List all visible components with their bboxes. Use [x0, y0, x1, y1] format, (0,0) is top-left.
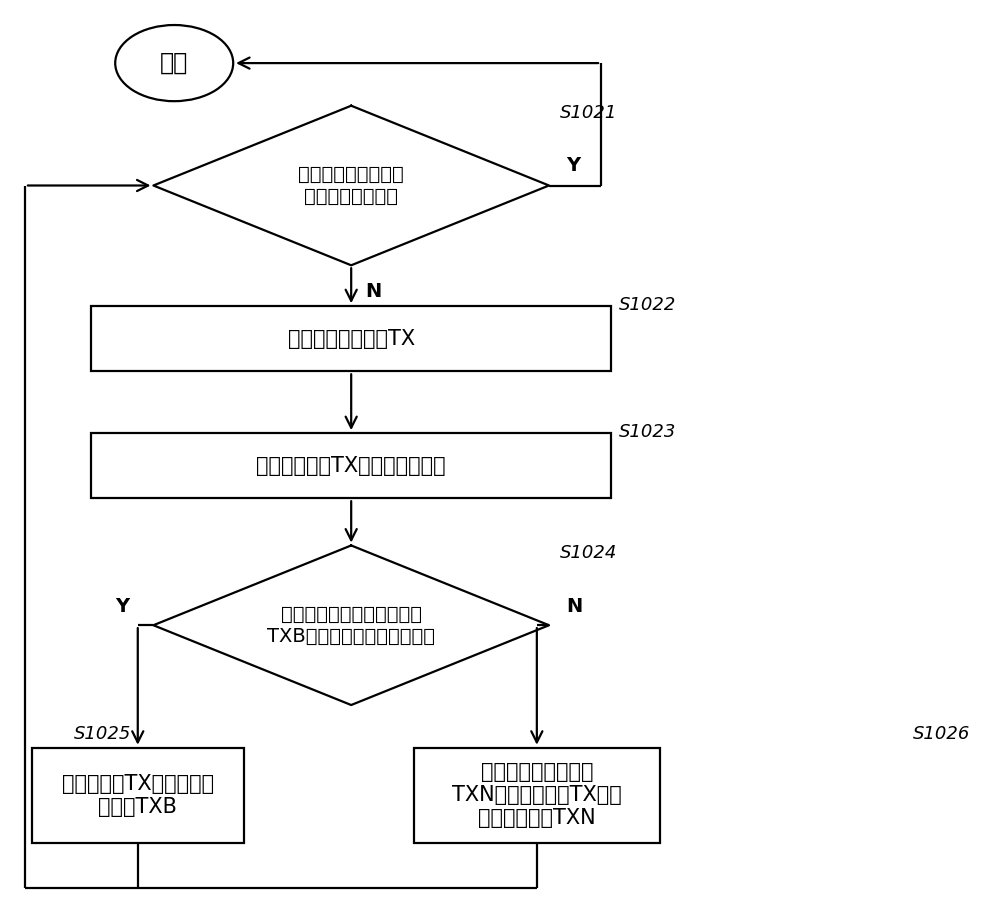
Text: S1025: S1025 — [74, 725, 131, 743]
Text: 创建一个业务子集合
TXN，将业务数据TX添加
进业务子集合TXN: 创建一个业务子集合 TXN，将业务数据TX添加 进业务子集合TXN — [452, 762, 622, 828]
Text: S1024: S1024 — [559, 544, 617, 562]
Text: 任取一个业务数据TX: 任取一个业务数据TX — [288, 328, 415, 349]
Text: 计算业务数据TX的数据变更范围: 计算业务数据TX的数据变更范围 — [256, 456, 446, 476]
Text: 是否已遍历业务集合
中所有业务数据？: 是否已遍历业务集合 中所有业务数据？ — [298, 165, 404, 206]
Bar — [32, 748, 244, 843]
Text: Y: Y — [115, 597, 129, 616]
Text: 将业务数据TX添加进业务
子集合TXB: 将业务数据TX添加进业务 子集合TXB — [62, 774, 214, 817]
Text: 是否与已存在的业务子集合
TXB的数据变更范围有交集？: 是否与已存在的业务子集合 TXB的数据变更范围有交集？ — [267, 605, 435, 646]
Polygon shape — [153, 106, 549, 265]
Bar — [91, 307, 611, 371]
Text: S1022: S1022 — [618, 296, 676, 314]
Text: S1026: S1026 — [913, 725, 971, 743]
Text: 结束: 结束 — [160, 51, 188, 75]
Text: S1023: S1023 — [618, 423, 676, 441]
Bar — [414, 748, 660, 843]
Text: N: N — [365, 282, 381, 301]
Polygon shape — [153, 545, 549, 705]
Text: N: N — [566, 597, 583, 616]
Ellipse shape — [115, 25, 233, 102]
Bar — [91, 433, 611, 499]
Text: S1021: S1021 — [559, 104, 617, 122]
Text: Y: Y — [566, 156, 580, 175]
